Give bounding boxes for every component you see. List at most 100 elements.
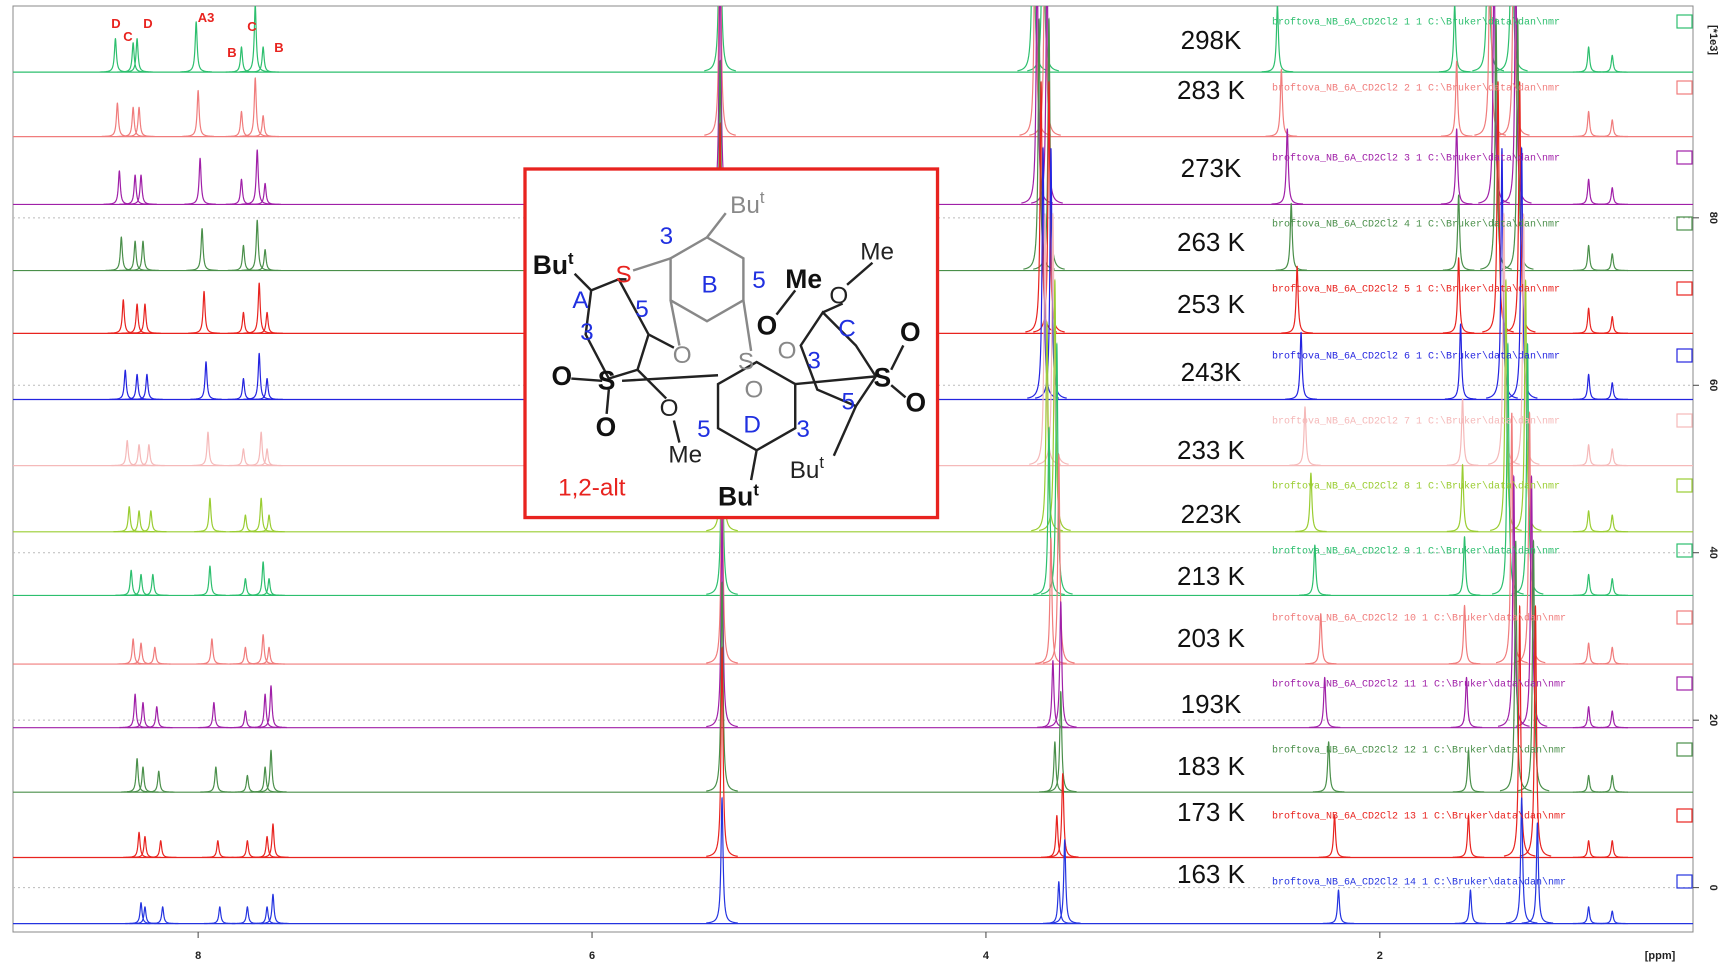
oxygen: O (660, 395, 679, 422)
spectrum-peak (1440, 128, 1473, 205)
temperature-label: 203 K (1177, 623, 1246, 653)
spectrum-peak (1312, 741, 1345, 793)
dataset-label: broftova_NB_6A_CD2Cl2 4 1 C:\Bruker\data… (1272, 219, 1560, 231)
y-axis-label: [*1e3] (1707, 25, 1719, 55)
position-label: 3 (796, 416, 810, 443)
spectrum-peak (184, 157, 216, 205)
spectrum-peak (119, 240, 151, 272)
spectrum-peak (1452, 749, 1485, 793)
legend-box (1676, 348, 1693, 363)
spectrum-peak (1596, 578, 1629, 596)
spectrum-peak (1322, 889, 1355, 925)
spectrum-peak (1044, 690, 1077, 793)
spectrum-peak (1596, 119, 1629, 138)
spectrum-peak (704, 6, 736, 136)
spectrum-peak (706, 796, 738, 924)
spectrum-peak (141, 706, 173, 729)
dataset-label: broftova_NB_6A_CD2Cl2 3 1 C:\Bruker\data… (1272, 153, 1560, 165)
spectrum-peak (119, 174, 151, 205)
spectrum-peak (1596, 910, 1629, 925)
spectrum-peak (239, 77, 272, 137)
spectrum-peak (1499, 540, 1532, 792)
spectrum-peak (1448, 536, 1481, 596)
temperature-label: 263 K (1177, 227, 1246, 257)
spectrum-peak (121, 373, 153, 400)
tert-butyl: But (790, 453, 825, 484)
tert-butyl: But (718, 480, 759, 511)
spectrum-peak (103, 170, 136, 205)
spectrum-peak (1037, 659, 1069, 728)
temperature-label: 163 K (1177, 859, 1246, 889)
spectrum-peak (121, 758, 153, 793)
spectrum-peak (1596, 514, 1629, 533)
spectrum-peak (194, 565, 226, 596)
legend-box (1676, 742, 1693, 757)
tert-butyl-sup: t (760, 188, 765, 207)
spectrum-peak (1572, 906, 1605, 925)
spectrum-peak (247, 46, 279, 73)
position-label: 5 (697, 416, 711, 443)
spectrum-peak (1289, 406, 1321, 466)
spectrum-peak (1442, 256, 1475, 334)
peak-annotation: C (247, 19, 257, 34)
spectrum-peak (229, 710, 262, 729)
spectrum-peak (1033, 426, 1065, 596)
spectrum-peak (1596, 448, 1629, 467)
spectrum-peak (117, 42, 149, 73)
position-label: 5 (842, 388, 856, 415)
spectrum-peak (1572, 573, 1605, 596)
oxygen: O (906, 388, 927, 418)
temperature-label: 233 K (1177, 435, 1246, 465)
spectrum-peak (251, 377, 283, 400)
spectrum-peak (1450, 676, 1483, 729)
spectrum-peak (1275, 202, 1308, 271)
methyl: Me (785, 264, 822, 294)
oxygen: O (596, 412, 617, 442)
peak-annotation: D (111, 16, 120, 31)
spectrum-peak (255, 749, 287, 793)
tert-butyl-text: Bu (730, 192, 760, 219)
sulfur: S (615, 262, 631, 289)
spectrum-peak (1448, 604, 1481, 665)
spectrum-peak (247, 115, 279, 138)
spectrum-peak (1572, 642, 1605, 665)
spectrum-peak (1029, 212, 1061, 465)
position-label: 3 (660, 223, 673, 250)
position-label: 5 (635, 296, 649, 323)
spectrum-peak (117, 106, 149, 138)
spectrum-peak (1304, 612, 1337, 665)
spectrum-peak (243, 352, 275, 400)
spectrum-peak (188, 290, 220, 334)
spectrum-peak (1596, 840, 1629, 858)
spectrum-peak (137, 573, 169, 596)
tert-butyl: But (533, 249, 574, 280)
spectrum-peak (251, 311, 283, 334)
spectrum-peak (1031, 320, 1063, 532)
spectrum-peak (1572, 510, 1605, 533)
temperature-label: 183 K (1177, 751, 1246, 781)
tert-butyl-sup: t (753, 480, 759, 499)
y-tick-label: 40 (1707, 547, 1719, 559)
spectrum-peak (1446, 463, 1479, 533)
tert-butyl-text: Bu (790, 457, 820, 484)
spectrum-peak (706, 646, 738, 857)
spectrum-peak (241, 149, 274, 205)
spectrum-peak (1521, 822, 1554, 924)
oxygen: O (778, 338, 797, 365)
spectrum-peak (1440, 60, 1473, 137)
spectrum-peak (192, 431, 224, 467)
spectrum-peak (229, 578, 262, 596)
spectrum-peak (251, 835, 283, 858)
sulfur: S (874, 362, 892, 392)
dataset-label: broftova_NB_6A_CD2Cl2 1 1 C:\Bruker\data… (1272, 17, 1560, 29)
spectrum-peak (200, 766, 232, 793)
dataset-label: broftova_NB_6A_CD2Cl2 13 1 C:\Bruker\dat… (1272, 811, 1566, 823)
spectrum-peak (1265, 68, 1298, 137)
legend-box (1676, 80, 1693, 95)
spectrum-peak (1452, 814, 1485, 858)
spectrum-peak (1515, 474, 1548, 727)
spectrum-peak (1308, 676, 1341, 729)
spectrum-peak (131, 373, 163, 400)
